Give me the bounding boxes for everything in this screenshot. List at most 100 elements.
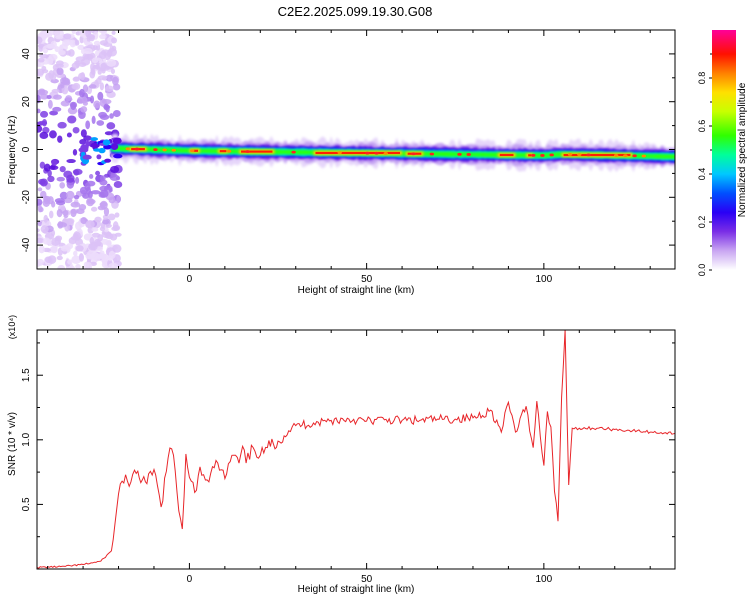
noise-blob bbox=[57, 121, 67, 129]
y-tick-label: 0.5 bbox=[21, 497, 32, 511]
noise-blob bbox=[47, 175, 55, 183]
noise-blob bbox=[62, 209, 69, 216]
noise-blob bbox=[46, 95, 52, 100]
ridge-peak bbox=[540, 154, 545, 157]
x-tick-label: 100 bbox=[536, 274, 553, 285]
noise-blob bbox=[47, 99, 53, 109]
noise-blob bbox=[78, 62, 87, 67]
noise-blob bbox=[44, 256, 52, 263]
noise-blob bbox=[88, 242, 98, 251]
noise-blob bbox=[99, 179, 108, 186]
noise-blob bbox=[99, 226, 106, 232]
noise-blob bbox=[80, 129, 87, 138]
ridge-peak bbox=[567, 153, 573, 156]
noise-blob bbox=[50, 237, 60, 246]
noise-blob bbox=[111, 37, 118, 44]
transition-blob bbox=[113, 153, 123, 159]
noise-blob bbox=[72, 126, 80, 134]
ridge-peak bbox=[613, 154, 619, 157]
noise-blob bbox=[49, 30, 55, 36]
transition-blob bbox=[82, 154, 92, 160]
noise-blob bbox=[57, 135, 63, 143]
colorbar-tick-label: 0.0 bbox=[697, 264, 707, 277]
noise-blob bbox=[59, 182, 66, 189]
noise-blob bbox=[48, 53, 58, 61]
noise-blob bbox=[55, 73, 66, 78]
noise-blob bbox=[80, 217, 88, 225]
y-tick-label: -40 bbox=[21, 237, 32, 252]
noise-blob bbox=[105, 104, 110, 113]
noise-blob bbox=[37, 198, 43, 206]
noise-blob bbox=[110, 165, 120, 173]
noise-blob bbox=[50, 245, 58, 254]
x-tick-label: 50 bbox=[361, 274, 373, 285]
snr-frame bbox=[36, 329, 676, 570]
noise-blob bbox=[75, 176, 80, 184]
noise-blob bbox=[75, 60, 80, 68]
transition-blob bbox=[80, 144, 89, 152]
colorbar-tick-label: 0.4 bbox=[697, 168, 707, 181]
noise-blob bbox=[68, 49, 75, 57]
noise-blob bbox=[38, 245, 45, 254]
noise-blob bbox=[56, 176, 65, 182]
noise-blob bbox=[110, 171, 117, 178]
colorbar-gradient bbox=[712, 30, 736, 270]
noise-blob bbox=[111, 30, 116, 35]
colorbar-ticks: 0.0 0.2 0.4 0.6 0.8 bbox=[697, 53, 712, 277]
noise-blob bbox=[73, 76, 80, 81]
ridge-peak bbox=[641, 154, 647, 158]
colorbar: 0.0 0.2 0.4 0.6 0.8 Normalized spectral ampl… bbox=[697, 30, 748, 276]
snr-y-label: SNR (10 * v/v) bbox=[7, 412, 18, 476]
noise-blob bbox=[114, 212, 120, 218]
noise-blob bbox=[107, 213, 116, 221]
ridge-peak bbox=[411, 152, 416, 156]
ridge-peak bbox=[383, 151, 388, 155]
spectrogram-panel: 0 50 100 -40 -20 0 20 40 Height of straight li… bbox=[7, 29, 676, 296]
noise-blob bbox=[75, 56, 86, 62]
noise-blob bbox=[42, 198, 51, 207]
noise-blob bbox=[78, 253, 85, 262]
noise-blob bbox=[114, 232, 122, 237]
ridge-peak bbox=[125, 147, 130, 151]
noise-blob bbox=[116, 195, 121, 204]
transition-blob bbox=[112, 137, 122, 144]
noise-blob bbox=[104, 131, 114, 136]
noise-blob bbox=[103, 173, 110, 178]
chart-title: C2E2.2025.099.19.30.G08 bbox=[278, 4, 433, 19]
ridge-peak bbox=[153, 148, 158, 152]
snr-y-multiplier: (x10⁴) bbox=[7, 315, 17, 339]
noise-blob bbox=[74, 39, 80, 46]
noise-blob bbox=[66, 190, 75, 200]
noise-blob bbox=[85, 220, 95, 229]
noise-blob bbox=[51, 159, 58, 166]
noise-blob bbox=[79, 138, 87, 145]
noise-blob bbox=[60, 100, 70, 107]
noise-blob bbox=[97, 70, 102, 75]
noise-blob bbox=[91, 115, 96, 125]
ridge-peak bbox=[549, 153, 554, 157]
noise-blob bbox=[70, 235, 79, 241]
ridge-core-red bbox=[219, 150, 227, 153]
spectrogram-x-ticks: 0 50 100 bbox=[47, 30, 651, 285]
noise-blob bbox=[48, 165, 59, 171]
noise-blob bbox=[75, 264, 81, 269]
noise-blob bbox=[112, 244, 122, 253]
noise-blob bbox=[57, 264, 66, 269]
noise-blob bbox=[83, 53, 94, 60]
noise-blob bbox=[90, 190, 101, 195]
noise-blob bbox=[38, 45, 44, 52]
x-tick-label: 50 bbox=[361, 574, 373, 585]
noise-blob bbox=[99, 185, 109, 192]
ridge-peak bbox=[365, 151, 370, 155]
noise-blob bbox=[71, 255, 82, 264]
noise-blob bbox=[80, 72, 86, 81]
ridge-peak bbox=[337, 151, 342, 155]
noise-blob bbox=[99, 40, 108, 46]
noise-blob bbox=[95, 170, 101, 176]
noise-blob bbox=[90, 62, 96, 72]
noise-blob bbox=[49, 210, 54, 219]
noise-blob bbox=[85, 262, 93, 269]
noise-blob bbox=[107, 255, 114, 261]
transition-blob bbox=[104, 158, 112, 163]
